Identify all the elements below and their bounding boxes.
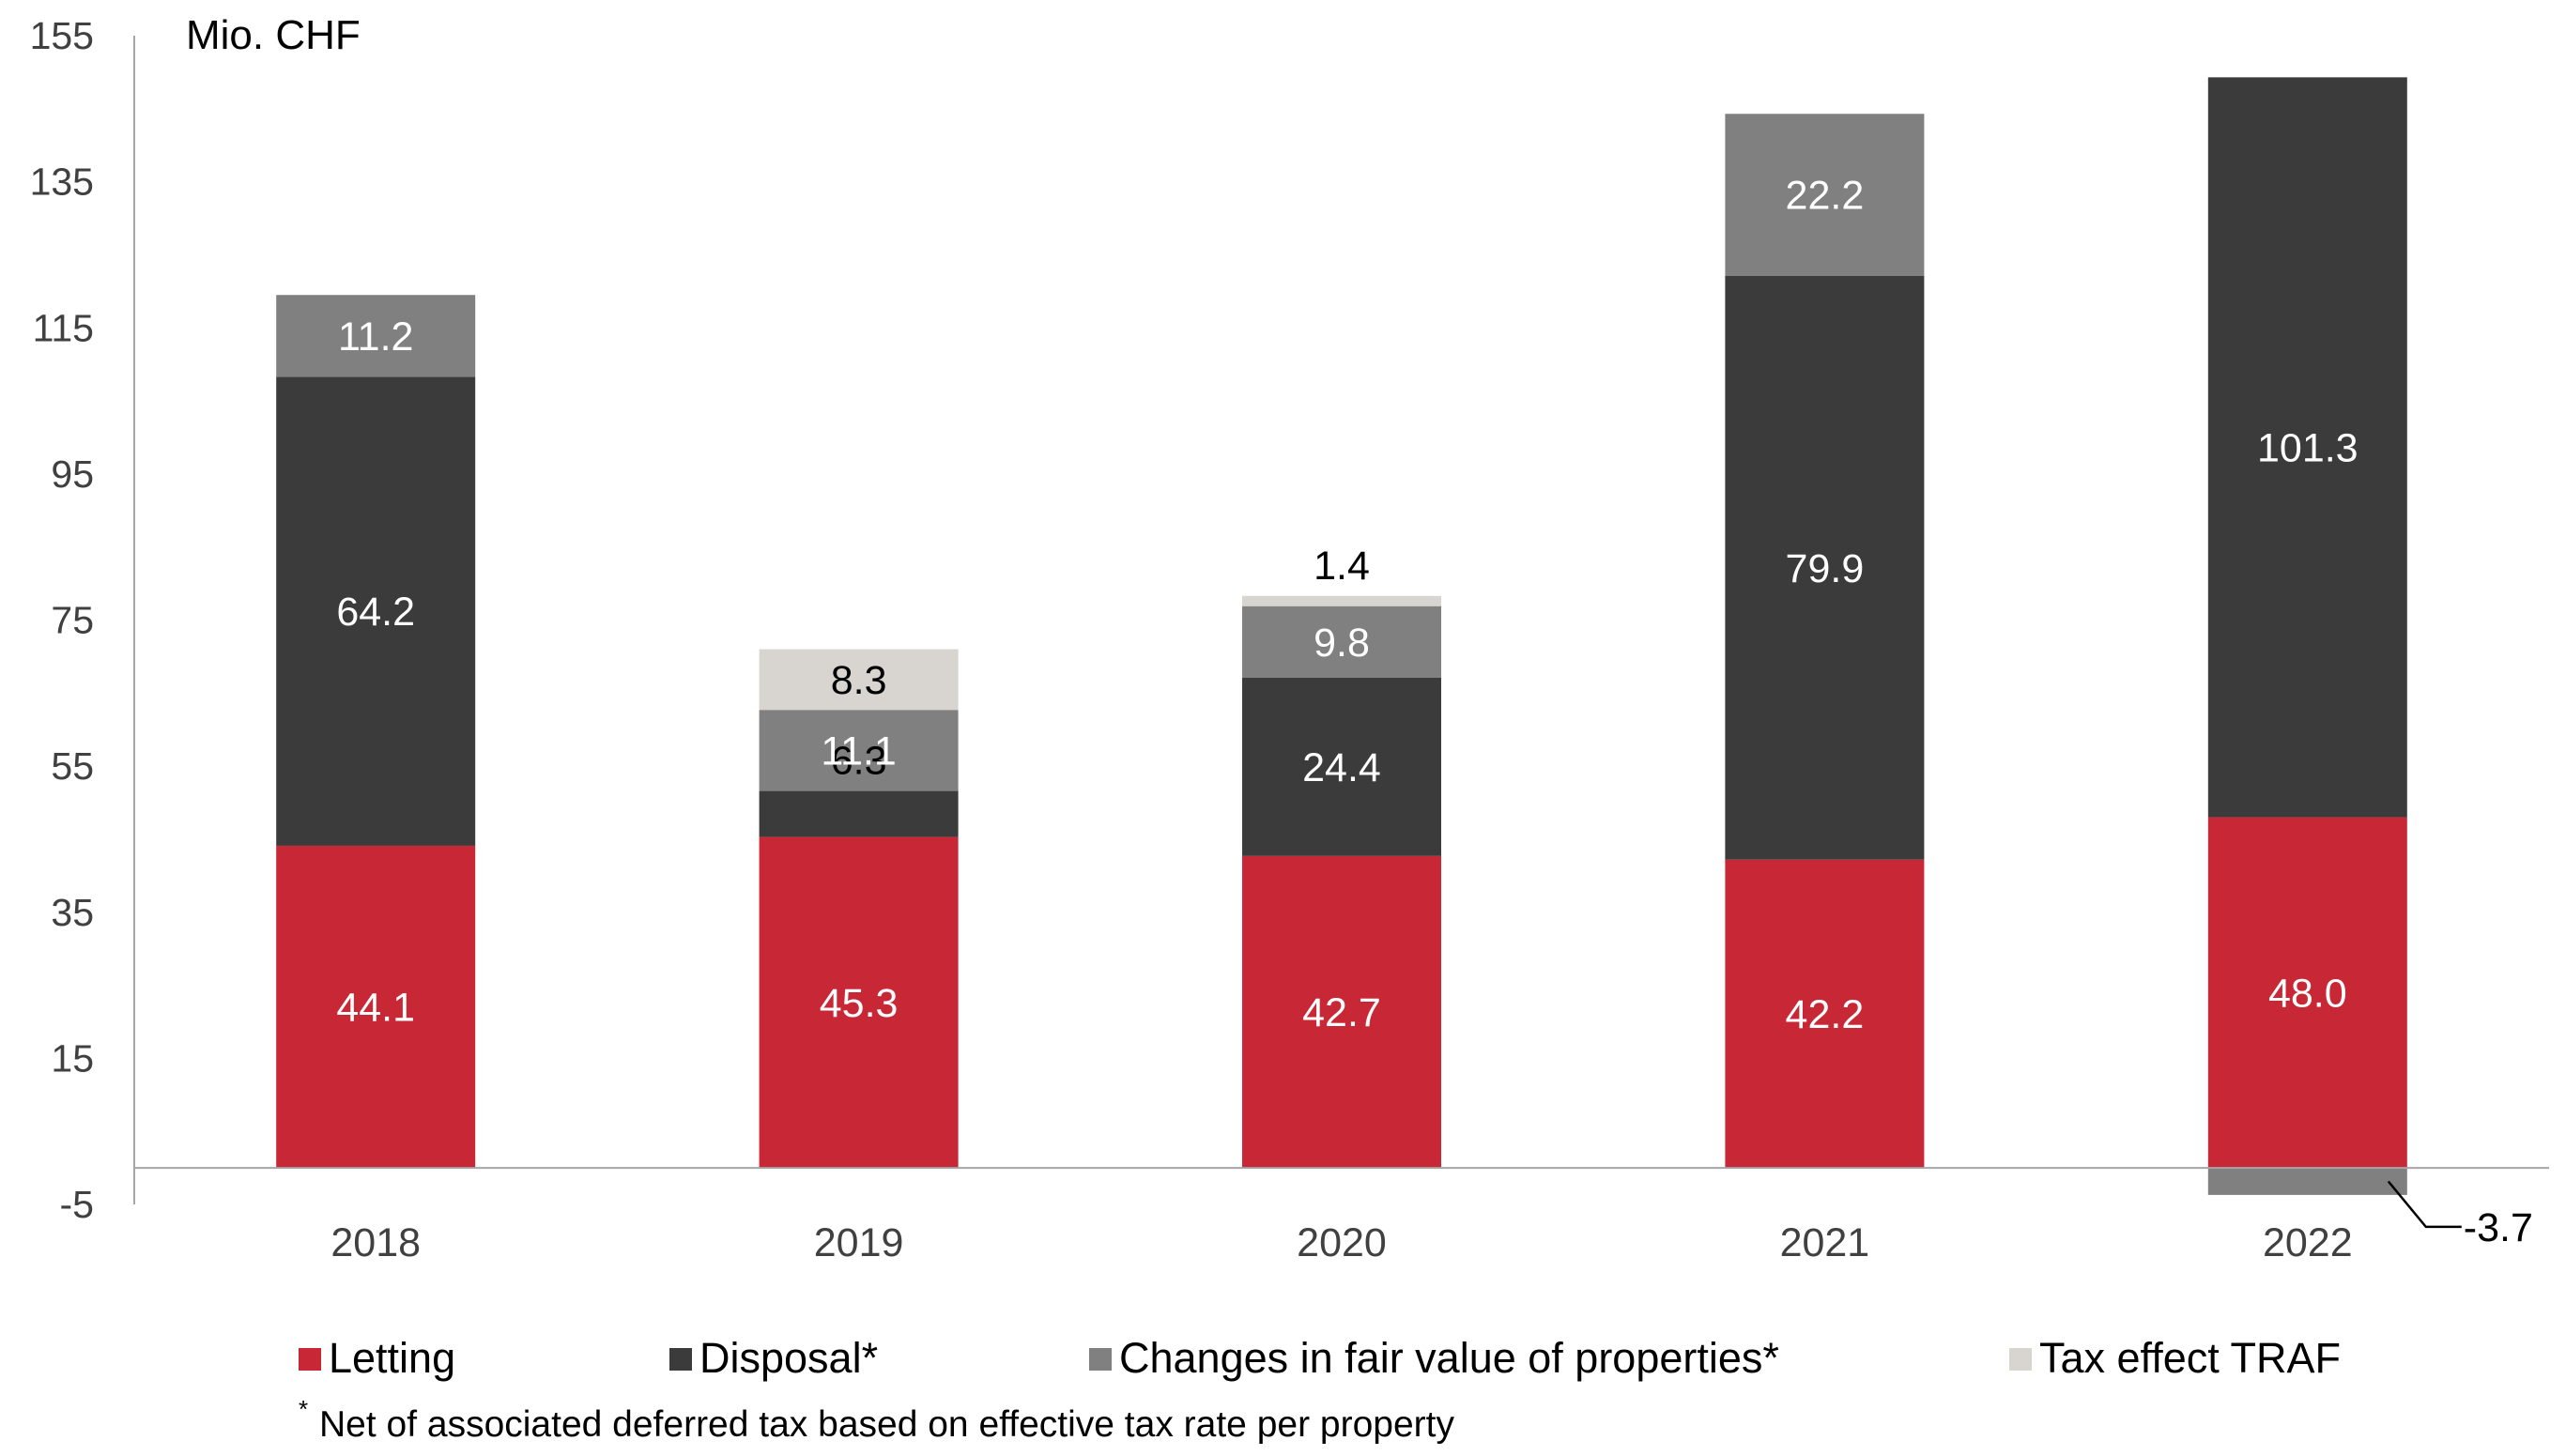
- footnote: * Net of associated deferred tax based o…: [299, 1395, 1454, 1445]
- footnote-text: Net of associated deferred tax based on …: [319, 1404, 1454, 1445]
- legend-item: Changes in fair value of properties*: [1089, 1334, 1779, 1382]
- data-label: 9.8: [1314, 621, 1370, 666]
- bar-segment: [1725, 114, 1925, 277]
- data-label: 42.7: [1302, 990, 1381, 1035]
- bar-segment: [759, 790, 959, 837]
- x-tick-label: 2022: [2263, 1220, 2353, 1265]
- y-axis: 155 135 115 95 75 55 35 15 -5: [30, 14, 135, 1226]
- data-label: -3.7: [2464, 1205, 2533, 1250]
- bar-segment: [1242, 595, 1441, 606]
- bar-segment: [1242, 605, 1441, 678]
- legend-label: Disposal*: [699, 1334, 878, 1382]
- legend-label: Letting: [329, 1334, 455, 1382]
- data-label: 44.1: [336, 986, 415, 1031]
- x-tick-label: 2019: [814, 1220, 904, 1265]
- data-label: 79.9: [1786, 546, 1865, 591]
- bars: [276, 77, 2407, 1195]
- leader-line: [2387, 1180, 2462, 1229]
- legend-swatch: [299, 1348, 321, 1371]
- data-label: 101.3: [2257, 425, 2359, 470]
- legend-swatch: [2009, 1348, 2032, 1371]
- legend-swatch: [1089, 1348, 1112, 1371]
- x-tick-label: 2018: [330, 1220, 421, 1265]
- bar-segment: [759, 836, 959, 1169]
- data-label: 24.4: [1302, 745, 1381, 790]
- bar-segment: [276, 845, 476, 1169]
- bar-segment: [2207, 1168, 2407, 1195]
- y-tick-label: 55: [51, 744, 94, 788]
- bar-segment: [276, 295, 476, 377]
- bar-segment: [759, 649, 959, 711]
- data-label: 45.3: [820, 981, 899, 1026]
- legend-item: Tax effect TRAF: [2009, 1334, 2341, 1382]
- y-tick-label: 75: [51, 599, 94, 642]
- y-tick-label: 15: [51, 1036, 94, 1080]
- data-label: 6.3: [831, 739, 887, 784]
- bar-segment: [1725, 276, 1925, 860]
- data-label: 64.2: [336, 590, 415, 635]
- legend: Letting Disposal* Changes in fair value of…: [299, 1334, 2341, 1382]
- data-label: 11.1: [821, 728, 897, 774]
- bar-segment: [2207, 817, 2407, 1169]
- legend-item: Disposal*: [669, 1334, 878, 1382]
- y-tick-label: 115: [33, 306, 94, 349]
- data-label: 48.0: [2268, 971, 2347, 1016]
- legend-label: Changes in fair value of properties*: [1119, 1334, 1779, 1382]
- unit-label: Mio. CHF: [186, 12, 361, 58]
- data-label: 42.2: [1786, 992, 1865, 1037]
- bar-segment: [1242, 855, 1441, 1169]
- y-tick-label: -5: [60, 1183, 94, 1226]
- y-tick-label: 35: [51, 891, 94, 934]
- bar-segment: [276, 376, 476, 846]
- data-labels: 44.1 64.2 11.2 45.3 6.311.1 8.3 42.7 24.4 9.8 1.4…: [336, 174, 2533, 1250]
- bar-segment: [2207, 77, 2407, 818]
- legend-label: Tax effect TRAF: [2039, 1334, 2341, 1382]
- legend-swatch: [669, 1348, 692, 1371]
- bar-segment: [1242, 677, 1441, 856]
- data-label: 22.2: [1786, 174, 1865, 219]
- y-tick-label: 155: [30, 14, 94, 57]
- bar-segment: [1725, 859, 1925, 1169]
- bar-segment: [759, 710, 959, 791]
- legend-item: Letting: [299, 1334, 455, 1382]
- y-tick-label: 95: [51, 452, 94, 496]
- x-axis: 2018 2019 2020 2021 2022: [134, 1167, 2549, 1265]
- data-label: 8.3: [831, 658, 887, 703]
- x-tick-label: 2021: [1780, 1220, 1870, 1265]
- footnote-marker: *: [299, 1395, 308, 1423]
- x-tick-label: 2020: [1297, 1220, 1387, 1265]
- y-tick-label: 135: [30, 161, 94, 204]
- data-label: 1.4: [1314, 544, 1370, 589]
- data-label: 11.2: [338, 314, 414, 360]
